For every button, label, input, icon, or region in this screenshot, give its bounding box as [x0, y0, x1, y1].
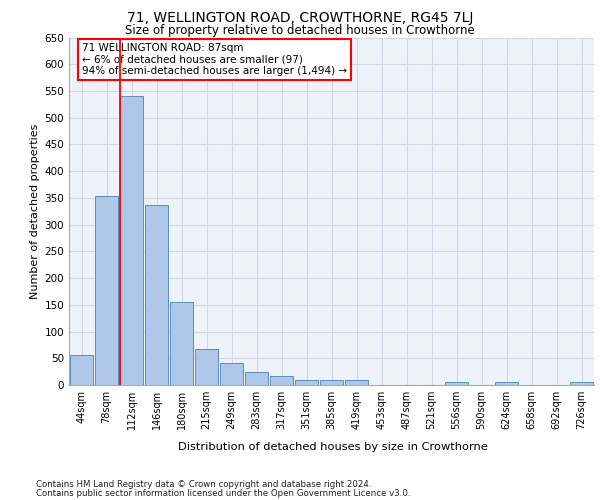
Bar	[445, 382, 468, 385]
Text: 71, WELLINGTON ROAD, CROWTHORNE, RG45 7LJ: 71, WELLINGTON ROAD, CROWTHORNE, RG45 7L…	[127, 11, 473, 25]
Bar	[495, 382, 518, 385]
Text: Contains public sector information licensed under the Open Government Licence v3: Contains public sector information licen…	[36, 489, 410, 498]
Bar	[195, 349, 218, 385]
Bar	[245, 372, 268, 385]
Bar	[95, 196, 118, 385]
Bar	[170, 302, 193, 385]
Text: 71 WELLINGTON ROAD: 87sqm
← 6% of detached houses are smaller (97)
94% of semi-d: 71 WELLINGTON ROAD: 87sqm ← 6% of detach…	[82, 42, 347, 76]
Bar	[220, 362, 243, 385]
Bar	[295, 380, 318, 385]
Text: Contains HM Land Registry data © Crown copyright and database right 2024.: Contains HM Land Registry data © Crown c…	[36, 480, 371, 489]
Bar	[70, 354, 93, 385]
Y-axis label: Number of detached properties: Number of detached properties	[30, 124, 40, 299]
Bar	[145, 206, 168, 385]
Bar	[270, 376, 293, 385]
Bar	[345, 380, 368, 385]
Text: Distribution of detached houses by size in Crowthorne: Distribution of detached houses by size …	[178, 442, 488, 452]
Text: Size of property relative to detached houses in Crowthorne: Size of property relative to detached ho…	[125, 24, 475, 37]
Bar	[320, 380, 343, 385]
Bar	[120, 96, 143, 385]
Bar	[570, 382, 593, 385]
